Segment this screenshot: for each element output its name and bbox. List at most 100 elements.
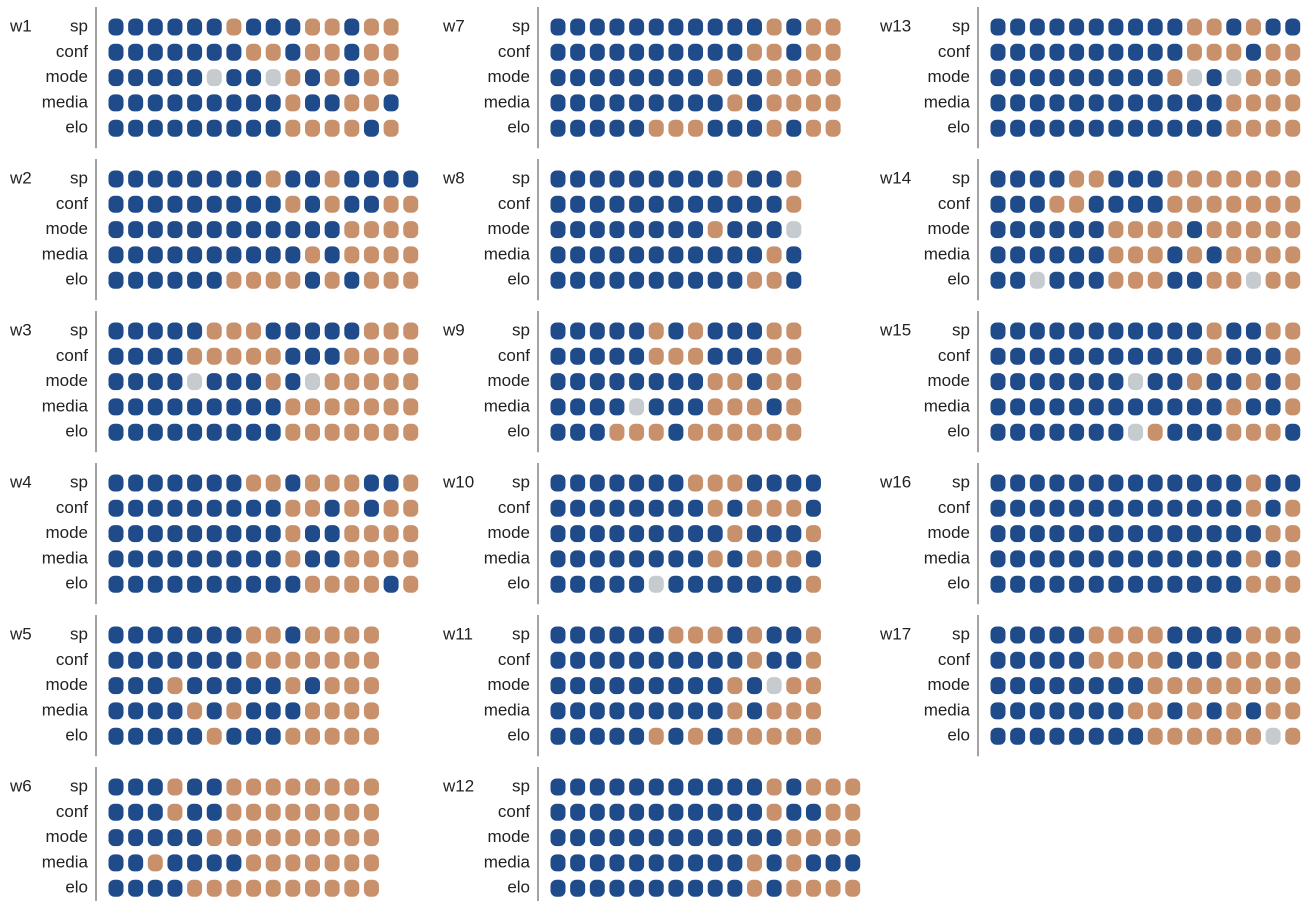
dot [1147, 18, 1163, 36]
dot [589, 423, 605, 441]
row-label: mode [927, 67, 970, 86]
dot [324, 626, 340, 644]
dot [589, 803, 605, 821]
dot [363, 702, 379, 720]
dot [167, 575, 183, 593]
dot [1069, 702, 1085, 720]
dot [246, 879, 262, 897]
dot [570, 423, 586, 441]
dot [668, 221, 684, 239]
dot [1069, 43, 1085, 61]
row-label: sp [70, 624, 88, 643]
dot [747, 879, 762, 897]
dot [344, 69, 360, 87]
dot [1206, 373, 1222, 391]
dot [246, 550, 262, 568]
dot [688, 94, 704, 112]
dot [1245, 702, 1261, 720]
dot [688, 43, 704, 61]
dot [108, 43, 124, 61]
dot [128, 778, 144, 796]
dot [609, 854, 625, 872]
dot [1049, 94, 1065, 112]
dot [324, 221, 340, 239]
dot [147, 575, 163, 593]
dot [1226, 702, 1242, 720]
dot [324, 94, 340, 112]
dot [629, 347, 645, 365]
dot [786, 347, 802, 365]
dot [344, 803, 360, 821]
dot [344, 626, 360, 644]
dot [108, 803, 124, 821]
dot [305, 195, 320, 213]
dot [990, 474, 1006, 492]
dot [990, 170, 1006, 188]
row-label: sp [512, 776, 530, 795]
dot [845, 879, 861, 897]
dot [805, 550, 821, 568]
dot [688, 854, 704, 872]
dot [1108, 702, 1124, 720]
dot [147, 651, 163, 669]
dot [668, 803, 684, 821]
dot [285, 271, 301, 289]
dot [1167, 727, 1183, 745]
row-label: sp [512, 624, 530, 643]
dot [609, 702, 625, 720]
dot [246, 854, 262, 872]
dot [206, 246, 222, 264]
dot [324, 347, 340, 365]
dot [147, 246, 163, 264]
dot [1167, 626, 1183, 644]
dot [344, 94, 360, 112]
dot [1010, 195, 1026, 213]
dot [246, 69, 262, 87]
row-label: elo [947, 574, 970, 593]
dot [766, 575, 782, 593]
dot [1206, 702, 1222, 720]
dot [1108, 271, 1124, 289]
dot [990, 43, 1006, 61]
dot [1245, 119, 1261, 137]
dot [1285, 195, 1301, 213]
dot [727, 43, 743, 61]
dot [403, 221, 419, 239]
dot [1167, 18, 1183, 36]
dot [363, 271, 379, 289]
row-label: mode [927, 675, 970, 694]
row-label: media [42, 700, 89, 719]
dot [1049, 499, 1065, 517]
dot [990, 651, 1006, 669]
dot [609, 626, 625, 644]
dot [1187, 271, 1202, 289]
row-label: media [924, 396, 971, 415]
dot [1187, 423, 1202, 441]
dot [167, 829, 183, 847]
dot [1187, 119, 1202, 137]
dot [805, 651, 821, 669]
dot [1285, 119, 1301, 137]
dot [668, 525, 684, 543]
dot [187, 677, 203, 695]
dot [128, 550, 144, 568]
dot [786, 550, 802, 568]
dot [990, 69, 1006, 87]
dot [1069, 550, 1085, 568]
dot [727, 398, 743, 416]
dot [786, 322, 802, 340]
dot [206, 854, 222, 872]
dot [403, 246, 419, 264]
panel-title: w13 [879, 16, 911, 35]
dot [825, 803, 841, 821]
dot [108, 18, 124, 36]
dot [766, 727, 782, 745]
dot [344, 373, 360, 391]
dot [206, 499, 222, 517]
dot [570, 879, 586, 897]
dot [108, 879, 124, 897]
dot [344, 525, 360, 543]
dot [226, 525, 242, 543]
dot [206, 702, 222, 720]
dot [147, 550, 163, 568]
